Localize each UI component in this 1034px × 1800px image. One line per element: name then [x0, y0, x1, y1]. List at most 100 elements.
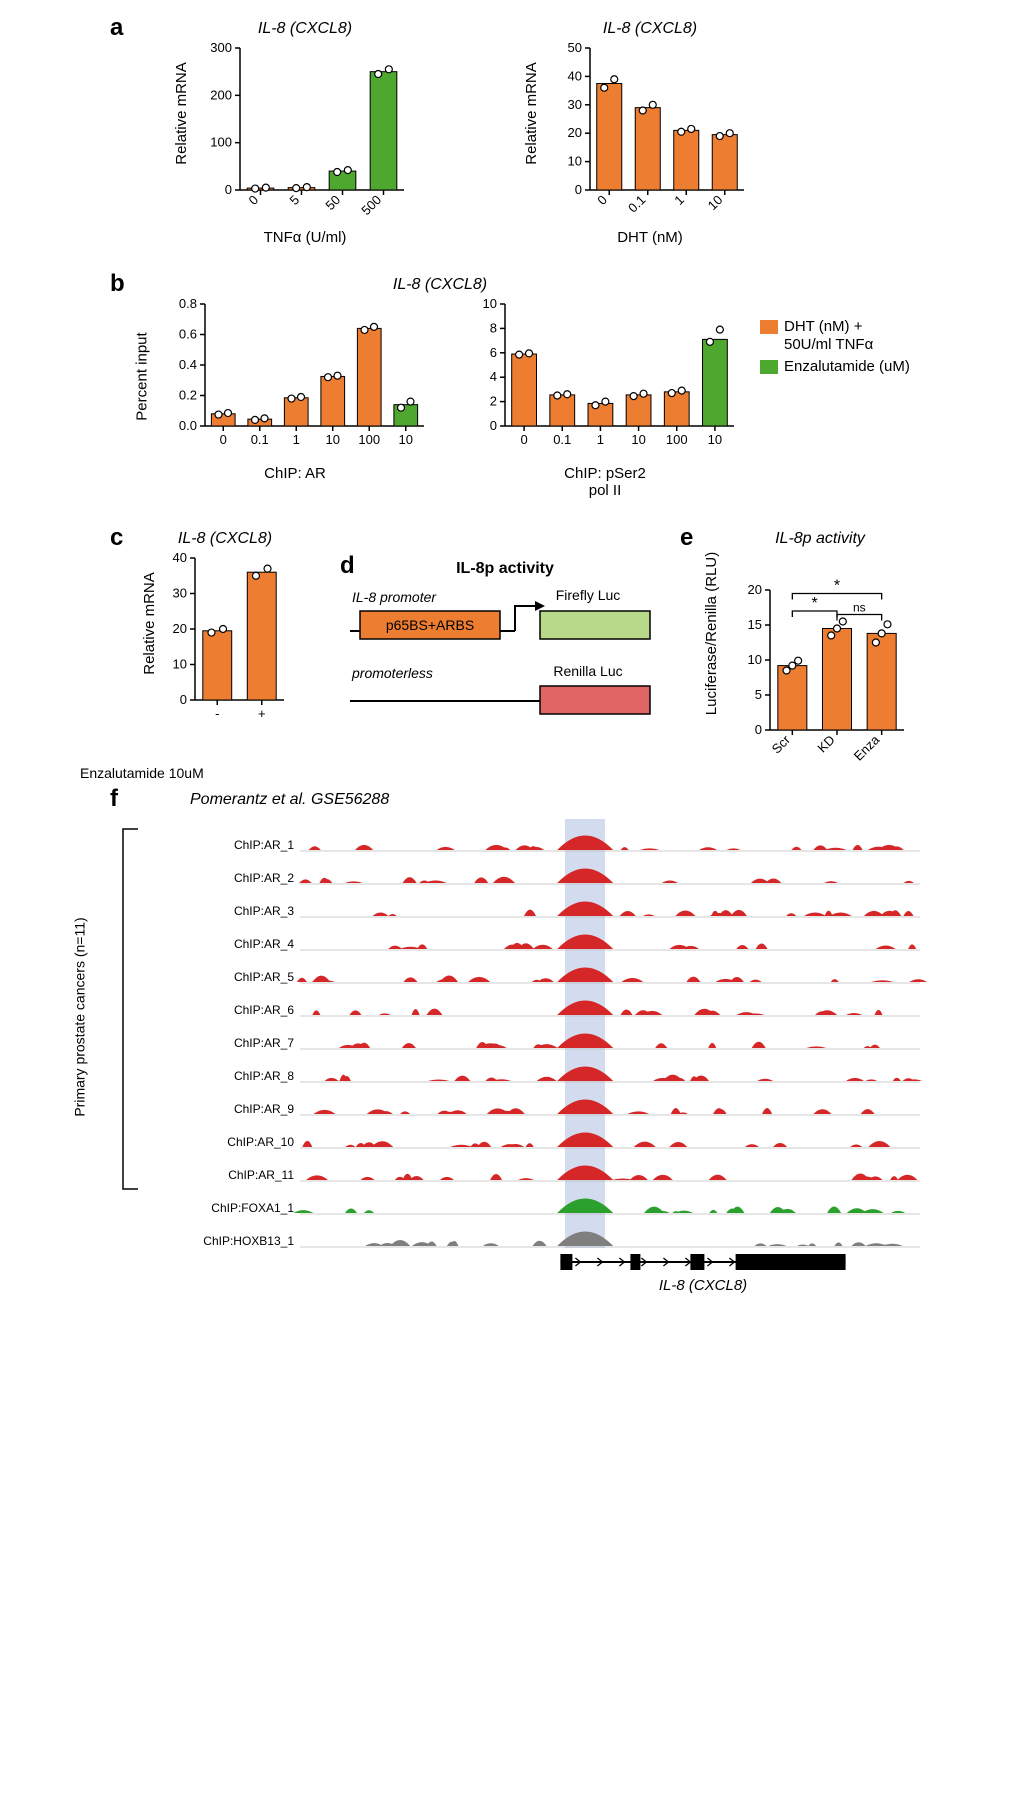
track	[300, 1149, 920, 1182]
panel-a-left: IL-8 (CXCL8) Relative mRNA 0100200300055…	[200, 20, 410, 246]
construct-diagram: IL-8 promoterp65BS+ARBSFirefly Lucpromot…	[350, 586, 660, 726]
x-label: DHT (nM)	[550, 229, 750, 246]
svg-text:100: 100	[210, 135, 232, 150]
caption: Enzalutamide 10uM	[80, 765, 290, 781]
track-label: ChIP:HOXB13_1	[190, 1234, 300, 1248]
x-label: TNFα (U/ml)	[200, 229, 410, 246]
panel-e-label: e	[680, 524, 693, 552]
svg-text:0: 0	[180, 692, 187, 707]
svg-text:15: 15	[748, 617, 762, 632]
svg-text:500: 500	[358, 192, 384, 218]
svg-text:0: 0	[225, 182, 232, 197]
chart-title: IL-8 (CXCL8)	[290, 276, 590, 294]
track-label: ChIP:AR_5	[190, 970, 300, 984]
svg-text:0: 0	[575, 182, 582, 197]
gene-model: IL-8 (CXCL8)	[300, 1248, 920, 1298]
y-label: Relative mRNA	[141, 572, 158, 675]
svg-text:0: 0	[755, 722, 762, 737]
svg-text:0.0: 0.0	[179, 418, 197, 433]
track-label: ChIP:FOXA1_1	[190, 1201, 300, 1215]
svg-text:5: 5	[755, 687, 762, 702]
track	[300, 885, 920, 918]
svg-text:4: 4	[490, 369, 497, 384]
panel-c-label: c	[110, 524, 123, 552]
svg-text:0.1: 0.1	[625, 192, 648, 215]
track-label: ChIP:AR_1	[190, 838, 300, 852]
y-label: Percent input	[134, 332, 151, 420]
svg-text:30: 30	[568, 97, 582, 112]
svg-text:40: 40	[568, 68, 582, 83]
svg-text:50: 50	[322, 192, 343, 213]
svg-text:0: 0	[220, 432, 227, 447]
svg-text:100: 100	[358, 432, 380, 447]
svg-text:0: 0	[594, 192, 610, 208]
bar-chart: 024681000.111010010	[470, 298, 740, 458]
svg-text:0: 0	[520, 432, 527, 447]
svg-text:*: *	[812, 595, 818, 612]
svg-text:promoterless: promoterless	[351, 665, 433, 681]
track	[300, 852, 920, 885]
track-label: ChIP:AR_7	[190, 1036, 300, 1050]
svg-text:10: 10	[399, 432, 413, 447]
panel-c: IL-8 (CXCL8) Relative mRNA 010203040-+ E…	[160, 530, 290, 781]
bar-chart: 010203040-+	[160, 552, 290, 732]
bar-chart: 0.00.20.40.60.800.111010010	[160, 298, 430, 458]
svg-text:0: 0	[245, 192, 261, 208]
svg-text:20: 20	[568, 125, 582, 140]
panel-a-right: IL-8 (CXCL8) Relative mRNA 0102030405000…	[550, 20, 750, 246]
svg-text:10: 10	[705, 192, 726, 213]
svg-text:10: 10	[748, 652, 762, 667]
legend-label: Enzalutamide (uM)	[784, 358, 910, 375]
track-label: ChIP:AR_3	[190, 904, 300, 918]
svg-text:5: 5	[286, 192, 302, 208]
svg-text:0.1: 0.1	[553, 432, 571, 447]
track	[300, 1182, 920, 1215]
track-label: ChIP:AR_11	[190, 1168, 300, 1182]
track	[300, 951, 920, 984]
chart-title: IL-8 (CXCL8)	[550, 20, 750, 38]
svg-text:20: 20	[748, 582, 762, 597]
legend-swatch-orange	[760, 320, 778, 334]
svg-text:KD: KD	[814, 732, 837, 755]
track	[300, 1083, 920, 1116]
svg-text:10: 10	[483, 296, 497, 311]
dataset-source: Pomerantz et al. GSE56288	[190, 791, 389, 809]
track	[300, 918, 920, 951]
legend: DHT (nM) + 50U/ml TNFα Enzalutamide (uM)	[760, 318, 910, 500]
track-label: ChIP:AR_4	[190, 937, 300, 951]
svg-text:Enza: Enza	[851, 731, 883, 763]
svg-text:20: 20	[173, 621, 187, 636]
panel-b-left: Percent input 0.00.20.40.60.800.11101001…	[160, 298, 430, 500]
chart-title: IL-8 (CXCL8)	[160, 530, 290, 548]
svg-text:p65BS+ARBS: p65BS+ARBS	[386, 617, 474, 633]
track	[300, 1017, 920, 1050]
svg-text:IL-8 (CXCL8): IL-8 (CXCL8)	[659, 1277, 747, 1294]
panel-a-label: a	[110, 14, 123, 42]
svg-text:10: 10	[326, 432, 340, 447]
panel-f-label: f	[110, 785, 118, 813]
svg-text:30: 30	[173, 585, 187, 600]
svg-text:0.4: 0.4	[179, 357, 197, 372]
svg-text:1: 1	[597, 432, 604, 447]
y-label: Relative mRNA	[173, 62, 190, 165]
chart-title: IL-8 (CXCL8)	[200, 20, 410, 38]
svg-text:10: 10	[568, 154, 582, 169]
y-label: Luciferase/Renilla (RLU)	[703, 551, 720, 714]
legend-swatch-green	[760, 360, 778, 374]
svg-text:10: 10	[173, 656, 187, 671]
svg-text:40: 40	[173, 550, 187, 565]
track-label: ChIP:AR_9	[190, 1102, 300, 1116]
svg-text:*: *	[834, 577, 840, 594]
svg-text:Renilla Luc: Renilla Luc	[553, 663, 622, 679]
track	[300, 819, 920, 852]
y-label: Relative mRNA	[523, 62, 540, 165]
svg-text:-: -	[215, 706, 219, 721]
svg-text:50: 50	[568, 40, 582, 55]
panel-e: IL-8p activity Luciferase/Renilla (RLU) …	[730, 530, 910, 767]
svg-text:1: 1	[671, 192, 687, 208]
panel-b-right: 024681000.111010010 ChIP: pSer2 pol II	[470, 298, 740, 500]
panel-d: IL-8p activity IL-8 promoterp65BS+ARBSFi…	[350, 560, 660, 731]
svg-text:0: 0	[490, 418, 497, 433]
track-label: ChIP:AR_8	[190, 1069, 300, 1083]
bar-chart: 05101520ScrKDEnza**ns	[730, 552, 910, 762]
